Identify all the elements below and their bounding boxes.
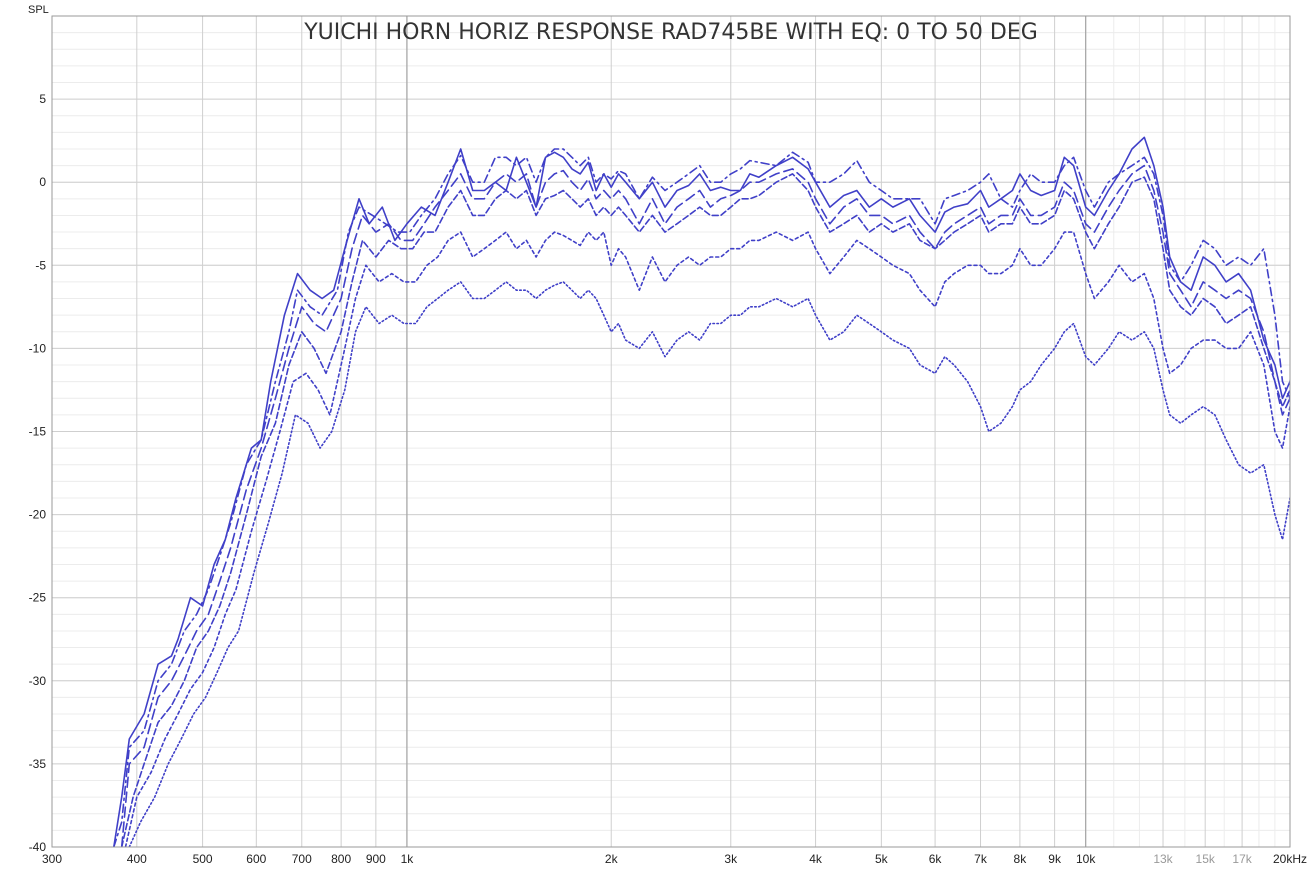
x-tick-label: 13k <box>1153 852 1173 866</box>
x-tick-label: 600 <box>246 852 266 866</box>
x-tick-label: 9k <box>1048 852 1062 866</box>
y-tick-label: -30 <box>29 674 47 688</box>
response-series-line <box>120 173 1290 847</box>
y-tick-labels: 5 0 -5 -10 -15 -20 -25 -30 -35 -40 <box>29 92 47 854</box>
plot-frame <box>51 15 1291 848</box>
x-tick-label: 10k <box>1076 852 1096 866</box>
x-tick-label: 700 <box>292 852 312 866</box>
x-tick-label: 4k <box>809 852 823 866</box>
response-series-line <box>128 281 1290 847</box>
y-tick-label: -35 <box>29 757 47 771</box>
x-tick-label: 3k <box>724 852 738 866</box>
y-tick-label: -5 <box>35 258 46 272</box>
y-tick-label: 5 <box>39 92 46 106</box>
y-axis-label: SPL <box>28 4 49 16</box>
x-tick-label: 800 <box>331 852 351 866</box>
x-tick-label: 8k <box>1014 852 1028 866</box>
series-layer <box>113 136 1290 847</box>
x-tick-label: 2k <box>605 852 619 866</box>
x-tick-label: 20kHz <box>1273 852 1307 866</box>
y-tick-label: 0 <box>39 175 46 189</box>
y-tick-label: -10 <box>29 341 47 355</box>
chart-title: YUICHI HORN HORIZ RESPONSE RAD745BE WITH… <box>303 20 1038 45</box>
response-series-line <box>113 136 1290 847</box>
x-tick-label: 500 <box>193 852 213 866</box>
response-series-line <box>120 164 1290 847</box>
x-tick-label: 17k <box>1232 852 1252 866</box>
x-tick-label: 5k <box>875 852 889 866</box>
y-tick-label: -40 <box>29 840 47 854</box>
response-series-line <box>124 231 1290 847</box>
x-tick-label: 6k <box>929 852 943 866</box>
y-tick-label: -20 <box>29 508 47 522</box>
x-tick-label: 300 <box>42 852 62 866</box>
x-tick-label: 400 <box>127 852 147 866</box>
x-tick-labels: 300 400 500 600 700 800 900 1k 2k 3k 4k 5k 6k 7k 8k 9k 1… <box>42 852 1307 866</box>
x-tick-label: 7k <box>974 852 988 866</box>
x-tick-label: 15k <box>1196 852 1216 866</box>
y-tick-label: -25 <box>29 591 47 605</box>
response-series-line <box>113 148 1290 847</box>
x-tick-label: 1k <box>401 852 415 866</box>
x-tick-label: 900 <box>366 852 386 866</box>
y-tick-label: -15 <box>29 425 47 439</box>
